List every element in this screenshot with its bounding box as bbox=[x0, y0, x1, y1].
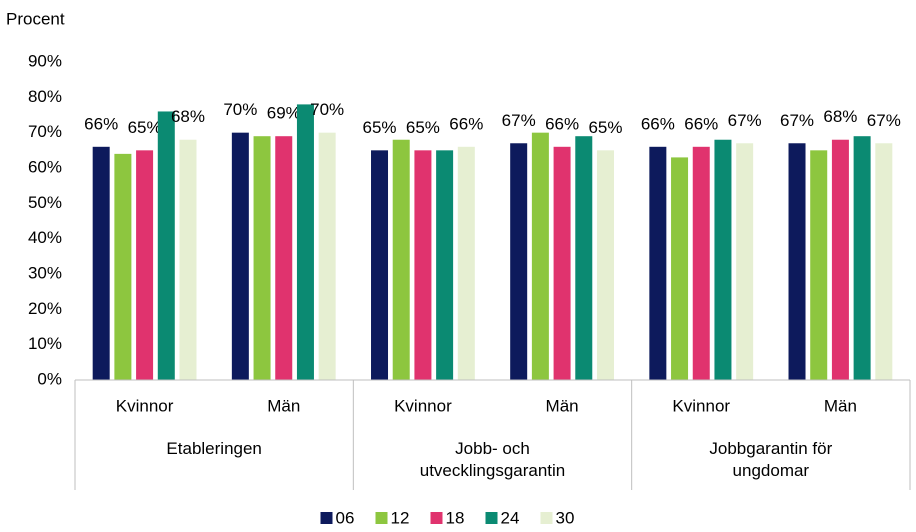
bar bbox=[414, 150, 432, 380]
bar bbox=[296, 104, 314, 381]
x-tick-label: Kvinnor bbox=[672, 396, 730, 415]
data-label: 65% bbox=[128, 118, 162, 137]
data-label: 65% bbox=[406, 118, 440, 137]
y-tick-label: 10% bbox=[28, 334, 62, 353]
bar bbox=[671, 157, 689, 380]
bar bbox=[510, 143, 528, 380]
y-tick-label: 0% bbox=[37, 369, 62, 388]
group-label: Jobb- och utvecklingsgarantin bbox=[419, 439, 566, 480]
bar bbox=[831, 139, 849, 380]
bar bbox=[231, 132, 249, 380]
bar bbox=[736, 143, 754, 380]
data-label: 65% bbox=[588, 118, 622, 137]
x-tick-label: Män bbox=[546, 396, 579, 415]
bar bbox=[457, 146, 475, 380]
y-tick-label: 70% bbox=[28, 122, 62, 141]
legend-swatch bbox=[485, 512, 498, 524]
bar bbox=[853, 136, 871, 380]
group-label: Etableringen bbox=[166, 439, 262, 458]
x-tick-label: Män bbox=[824, 396, 857, 415]
bar bbox=[553, 146, 571, 380]
legend-swatch bbox=[375, 512, 388, 524]
data-label: 65% bbox=[363, 118, 397, 137]
legend-label: 24 bbox=[501, 508, 520, 527]
data-label: 70% bbox=[310, 100, 344, 119]
legend-label: 30 bbox=[556, 508, 575, 527]
data-label: 69% bbox=[267, 104, 301, 123]
bar bbox=[92, 146, 110, 380]
y-tick-label: 60% bbox=[28, 157, 62, 176]
x-tick-label: Kvinnor bbox=[394, 396, 452, 415]
y-tick-label: 20% bbox=[28, 299, 62, 318]
bar bbox=[253, 136, 271, 380]
y-tick-label: 40% bbox=[28, 228, 62, 247]
data-label: 66% bbox=[641, 114, 675, 133]
data-label: 67% bbox=[728, 111, 762, 130]
bar bbox=[318, 132, 336, 380]
bar bbox=[136, 150, 154, 380]
bar bbox=[157, 111, 175, 380]
bar bbox=[371, 150, 389, 380]
legend-label: 06 bbox=[336, 508, 355, 527]
y-tick-label: 30% bbox=[28, 263, 62, 282]
data-label: 68% bbox=[171, 107, 205, 126]
legend-label: 18 bbox=[446, 508, 465, 527]
bar bbox=[714, 139, 732, 380]
data-label: 66% bbox=[545, 114, 579, 133]
group-label: Jobbgarantin för ungdomar bbox=[709, 439, 833, 480]
legend-swatch bbox=[430, 512, 443, 524]
bar bbox=[436, 150, 454, 380]
bar bbox=[596, 150, 614, 380]
data-label: 66% bbox=[449, 114, 483, 133]
x-tick-label: Män bbox=[267, 396, 300, 415]
data-label: 66% bbox=[84, 114, 118, 133]
y-axis-title: Procent bbox=[6, 9, 65, 28]
y-tick-label: 90% bbox=[28, 51, 62, 70]
data-label: 67% bbox=[867, 111, 901, 130]
bar bbox=[788, 143, 806, 380]
data-label: 66% bbox=[684, 114, 718, 133]
x-tick-label: Kvinnor bbox=[116, 396, 174, 415]
bar bbox=[531, 132, 549, 380]
legend-label: 12 bbox=[391, 508, 410, 527]
bar bbox=[692, 146, 710, 380]
legend-swatch bbox=[540, 512, 553, 524]
bar bbox=[275, 136, 293, 380]
bar bbox=[114, 153, 132, 380]
data-label: 68% bbox=[823, 107, 857, 126]
data-label: 67% bbox=[502, 111, 536, 130]
y-tick-label: 50% bbox=[28, 193, 62, 212]
bar bbox=[810, 150, 828, 380]
data-label: 67% bbox=[780, 111, 814, 130]
y-tick-label: 80% bbox=[28, 87, 62, 106]
legend-swatch bbox=[320, 512, 333, 524]
bar bbox=[575, 136, 593, 380]
data-label: 70% bbox=[223, 100, 257, 119]
bar bbox=[875, 143, 893, 380]
bar bbox=[392, 139, 410, 380]
bar bbox=[649, 146, 667, 380]
bar bbox=[179, 139, 197, 380]
